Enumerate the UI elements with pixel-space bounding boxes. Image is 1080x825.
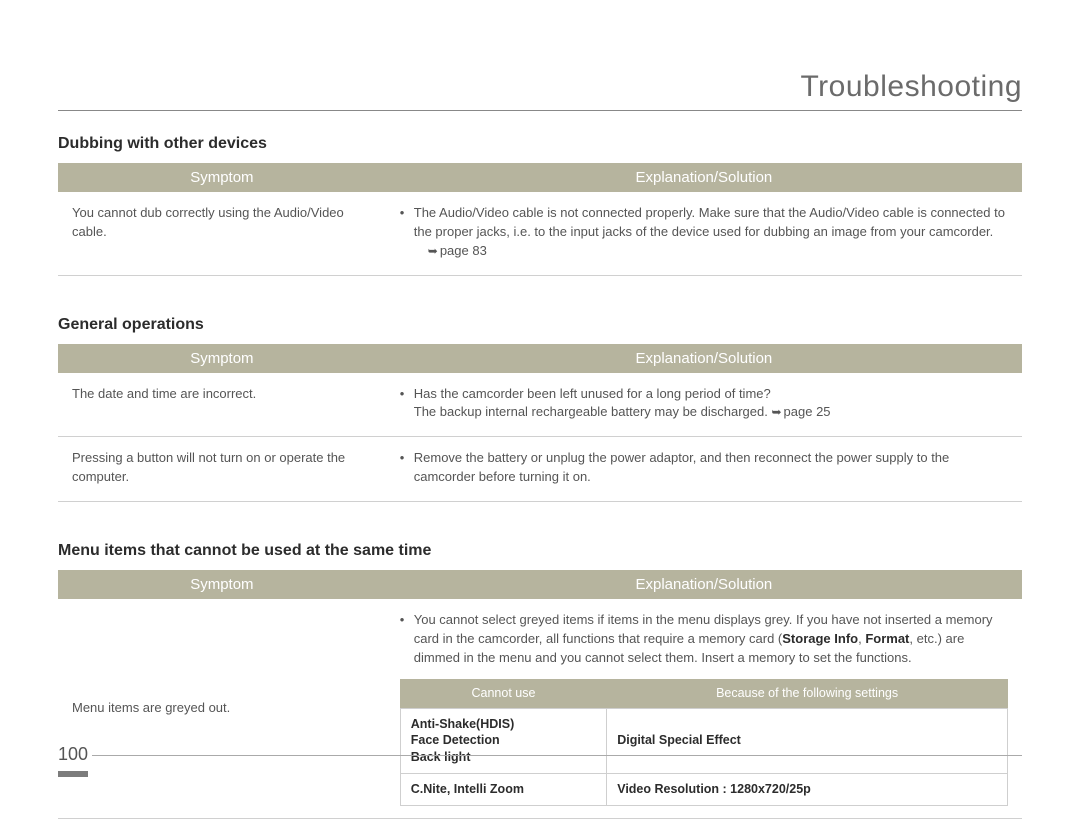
- th-explanation: Explanation/Solution: [386, 163, 1022, 192]
- cell-explanation: Remove the battery or unplug the power a…: [386, 437, 1022, 502]
- page-ref-icon: [771, 404, 783, 419]
- th-explanation: Explanation/Solution: [386, 344, 1022, 373]
- cell-explanation: You cannot select greyed items if items …: [386, 599, 1022, 819]
- inner-cell-b: Digital Special Effect: [607, 708, 1008, 774]
- inner-cell-a: Anti-Shake(HDIS)Face DetectionBack light: [400, 708, 606, 774]
- cell-explanation: The Audio/Video cable is not connected p…: [386, 192, 1022, 275]
- page-tab-mark: [58, 771, 88, 777]
- th-symptom: Symptom: [58, 344, 386, 373]
- th-explanation: Explanation/Solution: [386, 570, 1022, 599]
- page-ref-icon: [428, 243, 440, 258]
- cell-symptom: You cannot dub correctly using the Audio…: [58, 192, 386, 275]
- cell-symptom: The date and time are incorrect.: [58, 373, 386, 437]
- bullet-item: Has the camcorder been left unused for a…: [400, 385, 1008, 423]
- cell-symptom: Menu items are greyed out.: [58, 599, 386, 819]
- section-heading-dubbing: Dubbing with other devices: [58, 135, 1022, 153]
- bullet-item: The Audio/Video cable is not connected p…: [400, 204, 1008, 261]
- page-footer-rule: [92, 755, 1022, 756]
- bullet-item: Remove the battery or unplug the power a…: [400, 449, 1008, 487]
- inner-cell-b: Video Resolution : 1280x720/25p: [607, 774, 1008, 806]
- cell-symptom: Pressing a button will not turn on or op…: [58, 437, 386, 502]
- cell-explanation: Has the camcorder been left unused for a…: [386, 373, 1022, 437]
- table-menu: Symptom Explanation/Solution Menu items …: [58, 570, 1022, 819]
- page-number: 100: [58, 744, 88, 765]
- section-heading-menu: Menu items that cannot be used at the sa…: [58, 542, 1022, 560]
- th-symptom: Symptom: [58, 163, 386, 192]
- th-symptom: Symptom: [58, 570, 386, 599]
- inner-th-cannot-use: Cannot use: [400, 679, 606, 708]
- inner-cell-a: C.Nite, Intelli Zoom: [400, 774, 606, 806]
- inner-th-because: Because of the following settings: [607, 679, 1008, 708]
- table-row: You cannot dub correctly using the Audio…: [58, 192, 1022, 275]
- table-general: Symptom Explanation/Solution The date an…: [58, 344, 1022, 502]
- inner-row: C.Nite, Intelli Zoom Video Resolution : …: [400, 774, 1007, 806]
- bullet-item: You cannot select greyed items if items …: [400, 611, 1008, 668]
- table-row: Pressing a button will not turn on or op…: [58, 437, 1022, 502]
- inner-row: Anti-Shake(HDIS)Face DetectionBack light…: [400, 708, 1007, 774]
- inner-table: Cannot use Because of the following sett…: [400, 679, 1008, 806]
- table-row: Menu items are greyed out. You cannot se…: [58, 599, 1022, 819]
- page-title: Troubleshooting: [58, 70, 1022, 111]
- table-dubbing: Symptom Explanation/Solution You cannot …: [58, 163, 1022, 276]
- table-row: The date and time are incorrect. Has the…: [58, 373, 1022, 437]
- section-heading-general: General operations: [58, 316, 1022, 334]
